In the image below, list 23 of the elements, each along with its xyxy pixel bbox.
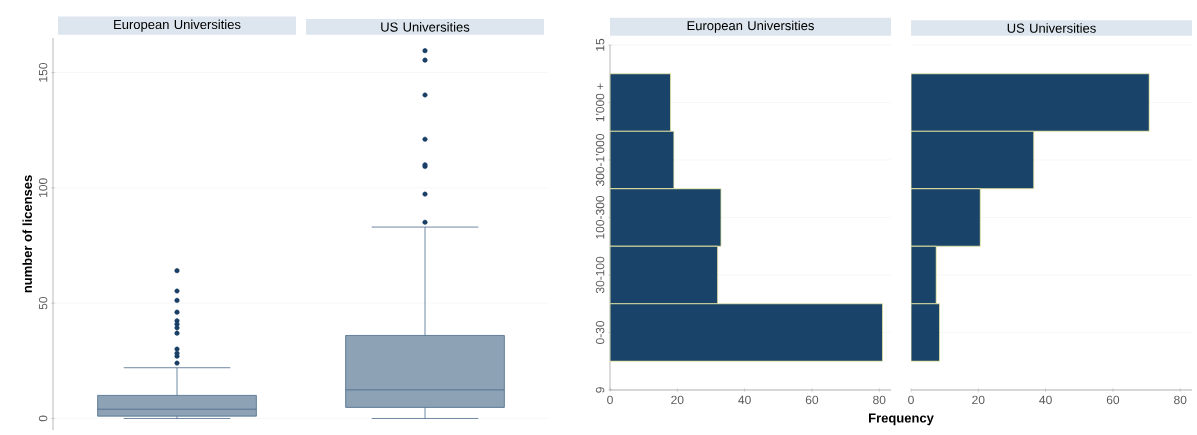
text: 15 [595,38,605,51]
y-tick-label: 50 [38,296,48,310]
y-axis-title: number of licenses [22,175,32,293]
y-tick-label: 100 [38,178,48,197]
y-tick-label: 150 [38,63,48,82]
x-tick-label: 40 [738,395,751,405]
x-tick-label: 60 [1106,395,1120,405]
x-tick-label: 60 [805,395,819,405]
x-tick-label: 40 [1039,395,1052,405]
x-tick-label: 20 [671,395,684,405]
x-tick-label: 0 [607,395,613,405]
y-tick-label: 1'000 + [595,83,605,122]
y-tick-label: 100-300 [595,195,605,239]
x-tick-label: 80 [873,395,886,405]
x-tick-label: 20 [972,395,985,405]
x-tick-label: 0 [908,395,914,405]
text: 9 [595,387,605,393]
y-tick-label: 300-1'000 [595,133,605,187]
y-tick-label: 30-100 [595,256,605,294]
x-axis-title: Frequency [869,413,934,426]
y-tick-label: 0 [38,415,48,422]
y-tick-label: 0-30 [595,320,605,345]
x-tick-label: 80 [1174,395,1187,405]
